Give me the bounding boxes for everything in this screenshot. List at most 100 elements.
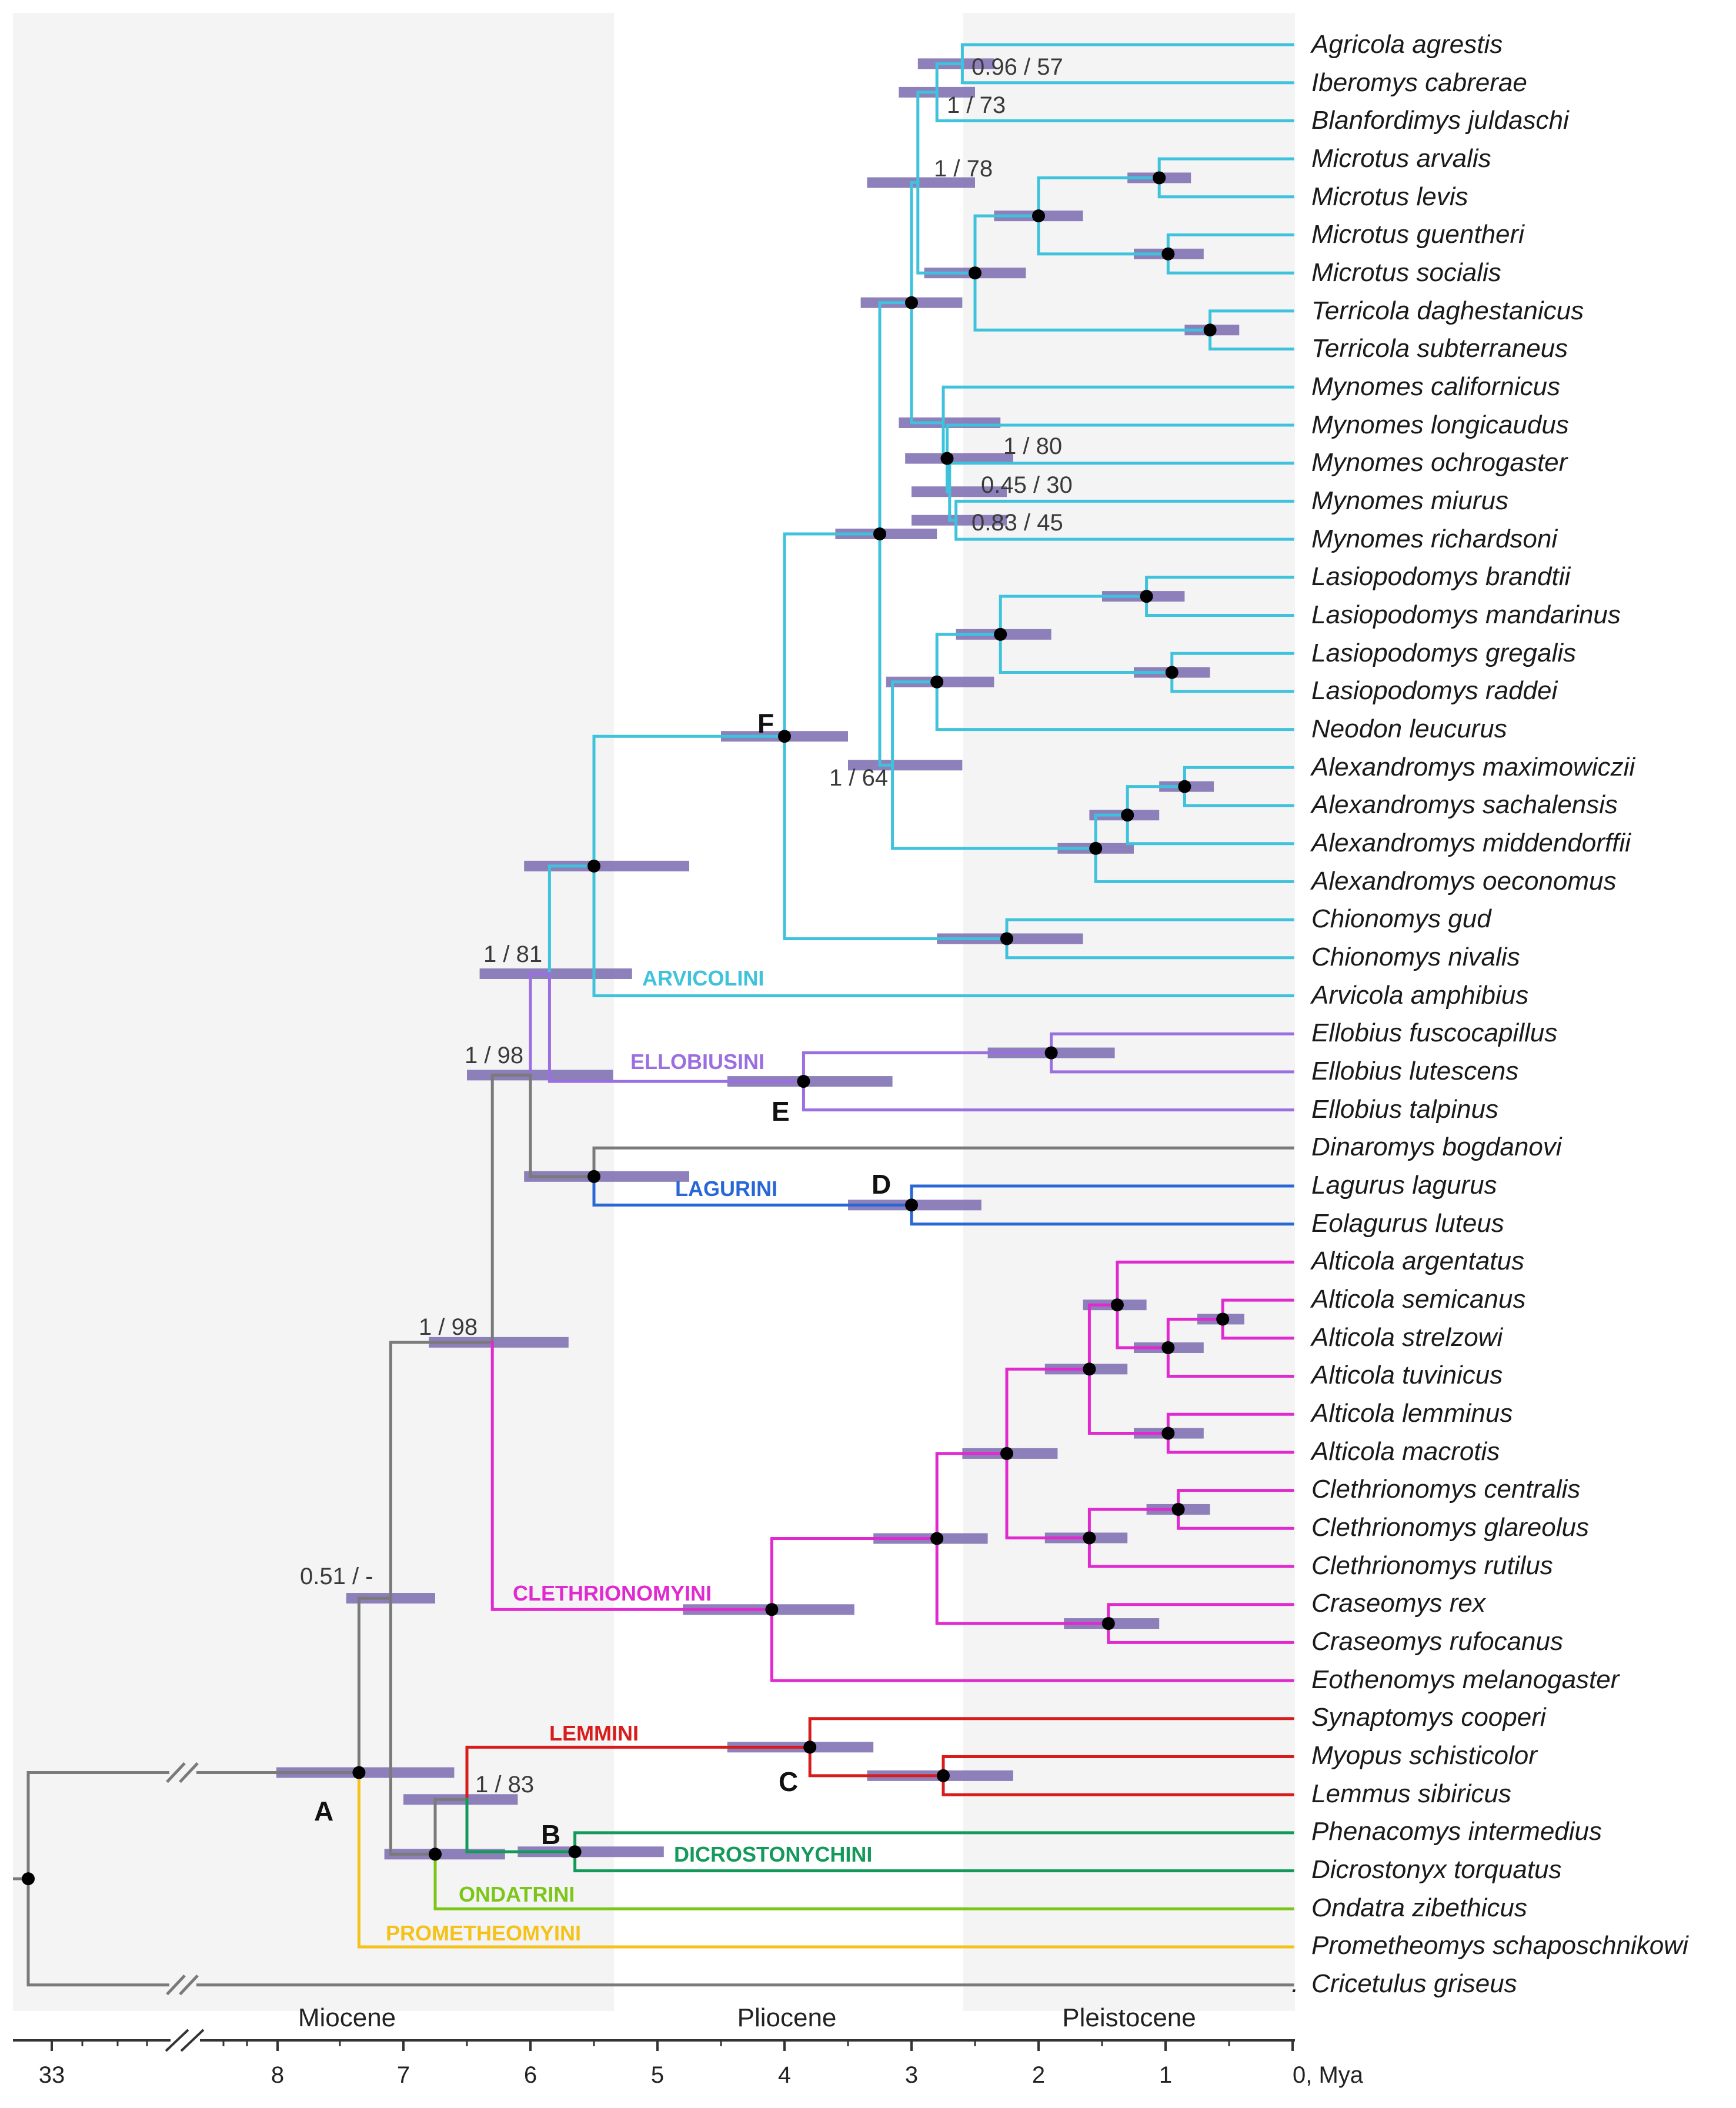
taxon-label: Synaptomys cooperi — [1311, 1703, 1547, 1732]
taxon-label: Lagurus lagurus — [1311, 1171, 1497, 1200]
taxon-label: Lemmus sibiricus — [1311, 1779, 1511, 1808]
taxon-label: Terricola daghestanicus — [1311, 296, 1584, 325]
tree-branch — [1087, 1303, 1119, 1371]
node-dot — [568, 1845, 582, 1859]
tree-branch — [910, 301, 945, 425]
node-dot — [905, 296, 918, 309]
tree-branch — [935, 62, 964, 94]
time-axis: 33 8 7 6 5 4 3 2 1 0, Mya — [13, 2029, 1364, 2088]
tree-branch — [935, 633, 1002, 684]
node-dot — [1121, 809, 1134, 822]
tree-branch — [916, 181, 977, 275]
tree-branch — [1005, 1452, 1091, 1539]
support-value: 0.45 / 30 — [981, 472, 1073, 498]
taxon-label: Mynomes miurus — [1311, 486, 1508, 515]
tribe-label-prometheomyini: PROMETHEOMYINI — [386, 1921, 581, 1945]
tree-branch — [547, 972, 805, 1083]
branch-break-mark — [166, 1762, 186, 1783]
tree-branch — [878, 532, 894, 767]
support-value: 1 / 81 — [483, 941, 542, 967]
taxon-label: Neodon leucurus — [1311, 714, 1507, 743]
tree-branch — [1126, 785, 1186, 817]
branch-break-mark — [179, 1762, 199, 1783]
node-dot — [587, 859, 600, 873]
tree-branch — [1094, 813, 1129, 850]
support-value: 1 / 98 — [419, 1314, 478, 1340]
node-dot — [930, 675, 944, 689]
hpd-bar — [848, 760, 963, 771]
taxon-labels: Agricola agrestis Iberomys cabrerae Blan… — [1291, 30, 1689, 1998]
tree-branch — [960, 62, 1294, 85]
node-dot — [1216, 1312, 1230, 1326]
support-value: 1 / 64 — [829, 765, 888, 791]
node-dot — [1153, 171, 1166, 185]
tree-branch — [1166, 1317, 1224, 1349]
taxon-label: Myopus schisticolor — [1311, 1741, 1538, 1770]
outgroup-branch — [26, 1877, 1294, 1987]
taxon-label: Blanfordimys juldaschi — [1311, 106, 1570, 135]
tree-branch — [948, 490, 958, 522]
tree-branch — [954, 499, 1294, 522]
taxon-label: Clethrionomys glareolus — [1311, 1513, 1589, 1542]
axis-tick-label: 1 — [1159, 2062, 1172, 2088]
node-dot — [905, 1198, 918, 1212]
taxon-label: Microtus guentheri — [1311, 220, 1525, 249]
taxon-label: Microtus socialis — [1311, 258, 1501, 287]
taxon-label: Alexandromys sachalensis — [1310, 790, 1618, 819]
tree-branch — [783, 532, 882, 738]
tree-branch — [357, 1596, 392, 1775]
tree-branch — [1005, 1367, 1091, 1455]
tribe-label-ondatrini: ONDATRINI — [459, 1882, 575, 1906]
node-dot — [587, 1170, 600, 1183]
axis-tick-label: 8 — [271, 2062, 284, 2088]
tree-branch — [1087, 1508, 1180, 1539]
node-dot — [1161, 1341, 1175, 1354]
tree-branch — [973, 271, 1212, 332]
taxon-label: Ellobius fuscocapillus — [1311, 1018, 1557, 1047]
tree-branch — [935, 680, 1294, 731]
tree-branch — [770, 1536, 939, 1611]
taxon-label: Ondatra zibethicus — [1311, 1893, 1527, 1922]
tree-branch — [878, 301, 913, 536]
taxon-label: Lasiopodomys gregalis — [1311, 639, 1576, 667]
tribe-label-lemmini: LEMMINI — [549, 1721, 639, 1745]
tree-branch — [1116, 1303, 1170, 1349]
tree-branch — [1094, 847, 1294, 883]
tree-branch — [960, 43, 1294, 65]
tree-branch — [490, 1073, 532, 1344]
taxon-label: Dinaromys bogdanovi — [1311, 1132, 1563, 1161]
tree-branch — [592, 864, 1294, 997]
taxon-label: Lasiopodomys brandtii — [1311, 562, 1571, 591]
axis-break-mark — [180, 2029, 205, 2052]
taxon-label: Clethrionomys centralis — [1311, 1475, 1580, 1504]
node-letter-f: F — [757, 708, 774, 739]
root-node-dot — [22, 1872, 35, 1886]
tree-branch — [592, 734, 786, 868]
tree-branch — [891, 763, 1097, 850]
node-letter-a: A — [314, 1796, 333, 1826]
taxon-label: Ellobius lutescens — [1311, 1057, 1518, 1085]
taxon-label: Alticola tuvinicus — [1310, 1361, 1503, 1389]
taxon-label: Agricola agrestis — [1310, 30, 1503, 59]
epoch-labels: Miocene Pliocene Pleistocene — [298, 2003, 1196, 2032]
tree-branch — [802, 1080, 1294, 1112]
node-letters: A B C D E F — [314, 708, 891, 1850]
tree-branch — [1116, 1260, 1294, 1307]
taxon-label: Dicrostonyx torquatus — [1311, 1855, 1562, 1884]
node-dot — [1161, 247, 1175, 260]
tree-branch — [891, 680, 939, 767]
tribe-label-ellobiusini: ELLOBIUSINI — [630, 1050, 764, 1074]
support-value: 1 / 73 — [947, 92, 1006, 118]
miocene-band — [13, 13, 614, 2011]
taxon-label: Alticola macrotis — [1310, 1437, 1500, 1466]
node-dot — [940, 452, 954, 465]
tribe-labels: ARVICOLINI ELLOBIUSINI LAGURINI CLETHRIO… — [386, 966, 872, 1945]
taxon-label: Iberomys cabrerae — [1311, 68, 1527, 97]
axis-break-gap — [171, 2033, 200, 2047]
node-dot — [1089, 841, 1103, 855]
node-dot — [994, 627, 1007, 641]
epoch-miocene: Miocene — [298, 2003, 396, 2032]
taxon-label: Alexandromys middendorffii — [1310, 828, 1631, 857]
tree-branch — [1126, 813, 1294, 846]
node-dot — [1171, 1502, 1185, 1516]
